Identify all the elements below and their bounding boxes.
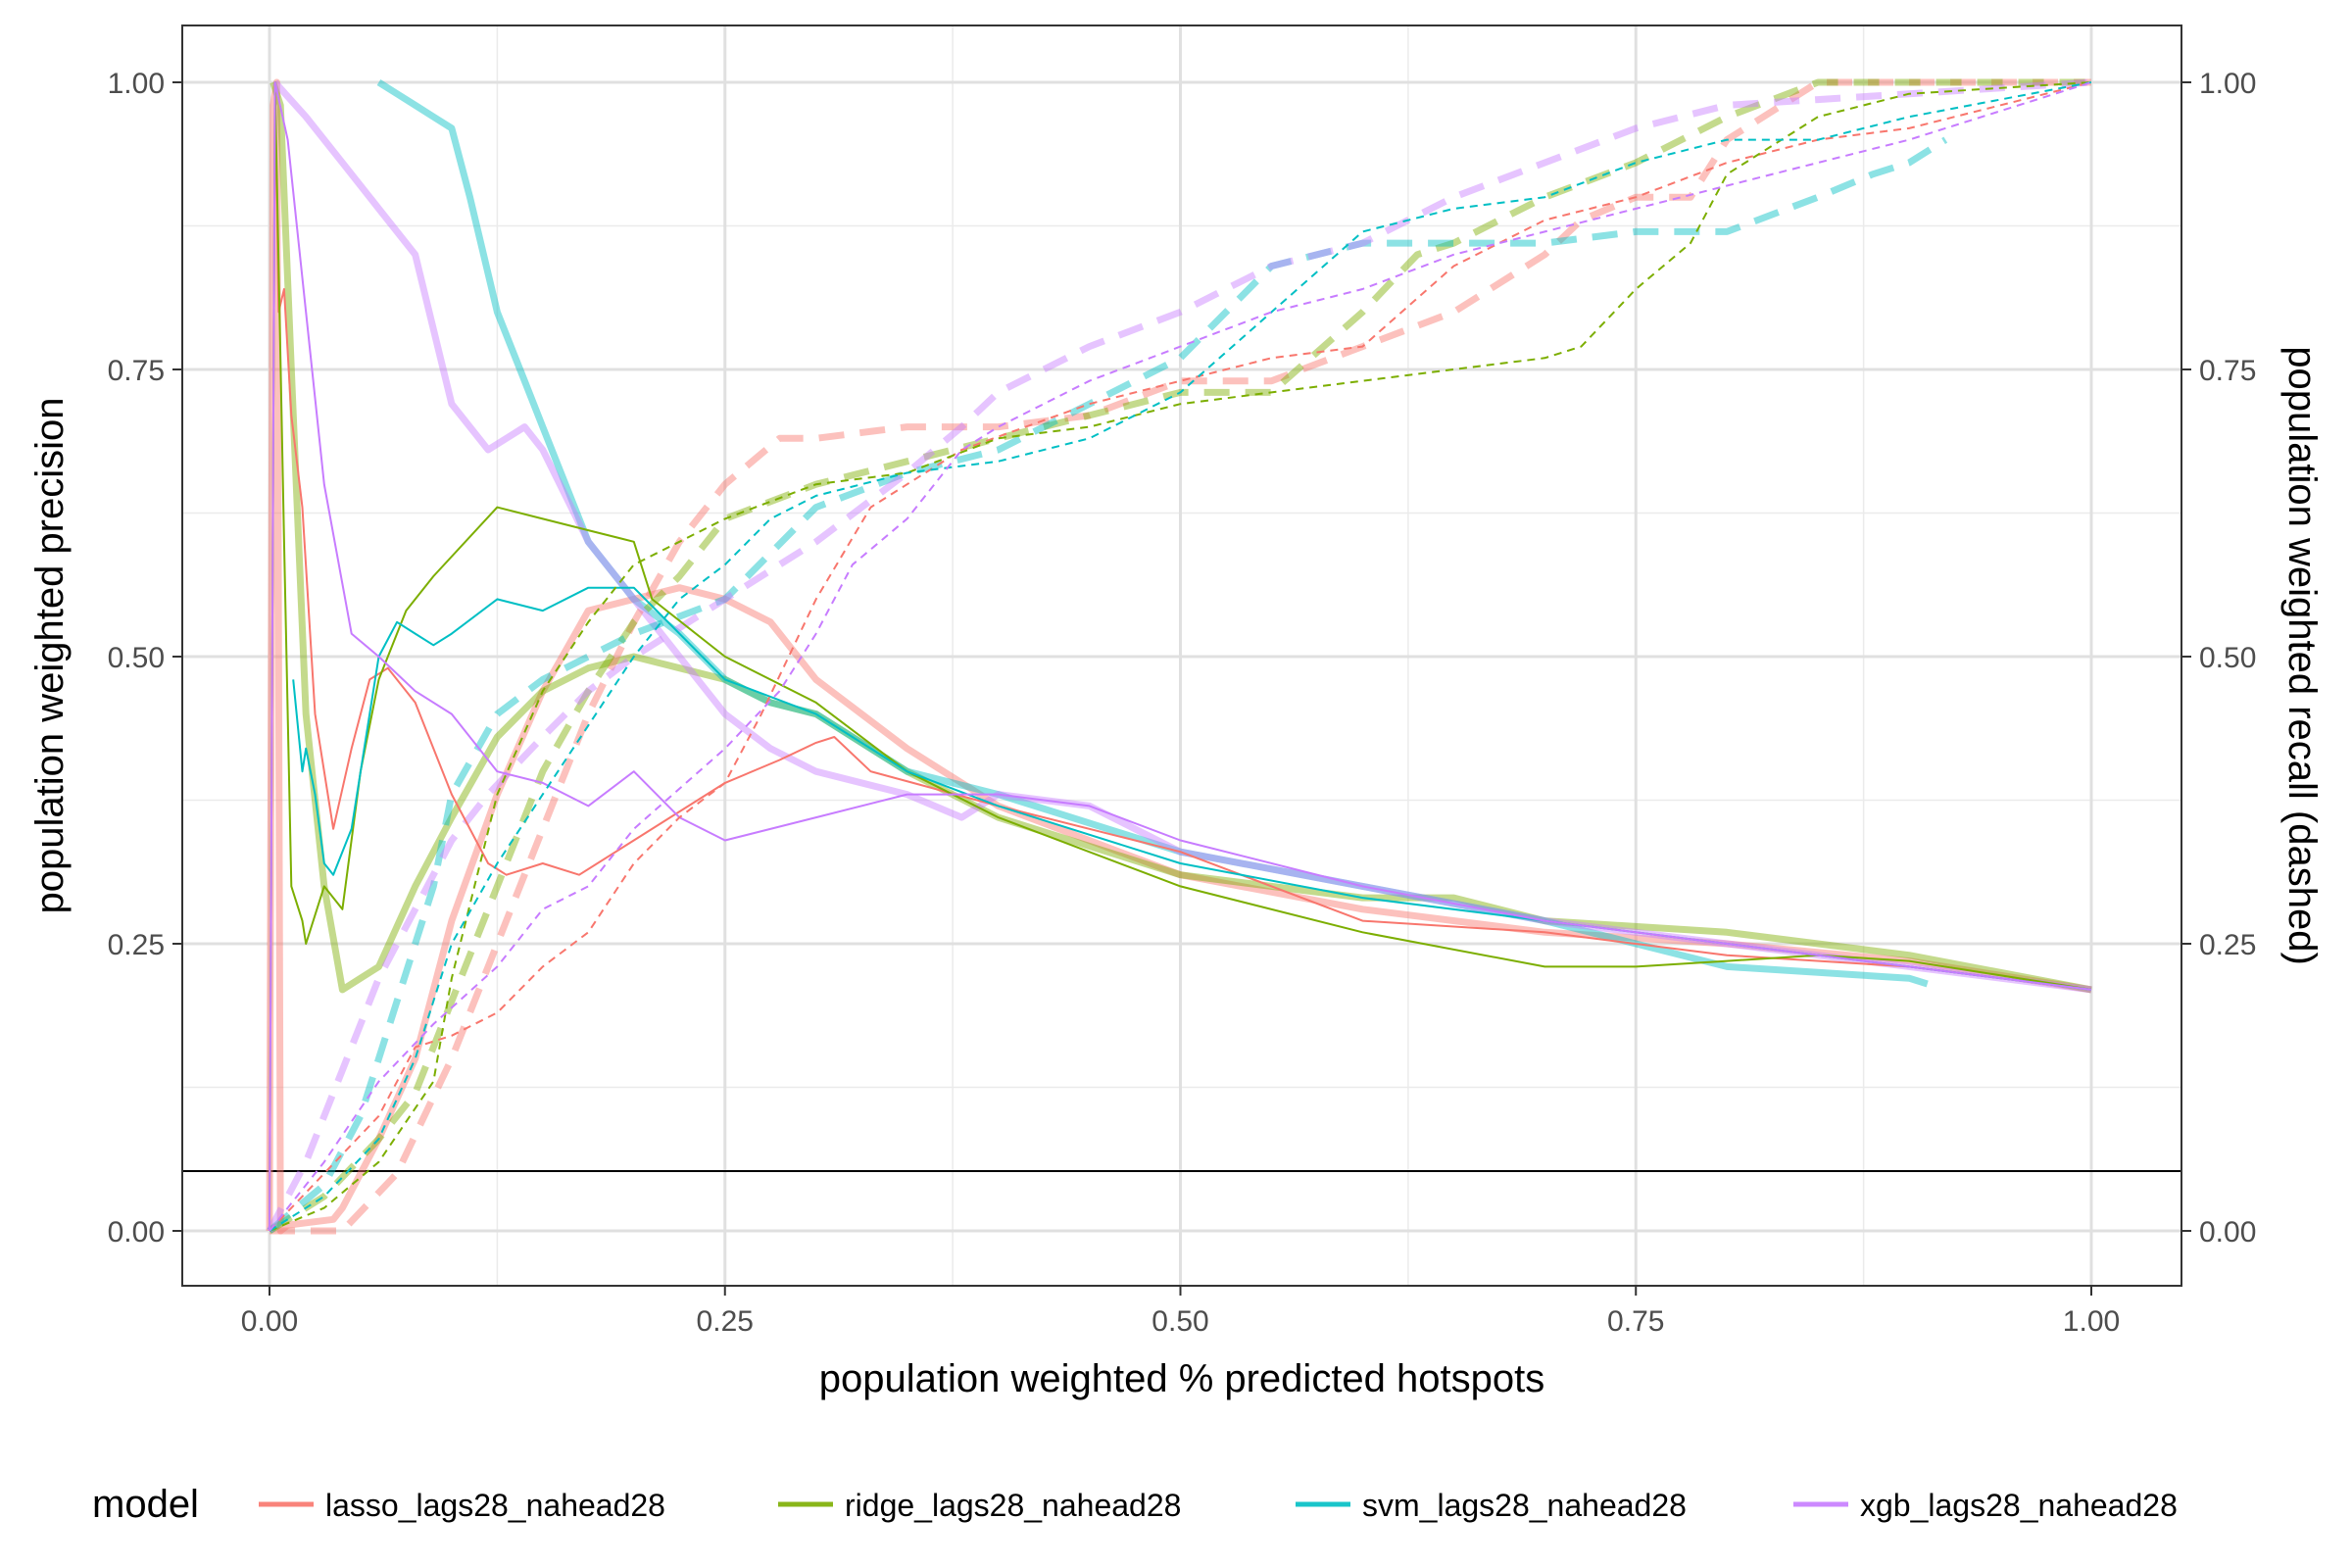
legend-label: svm_lags28_nahead28	[1362, 1488, 1687, 1523]
series-line-ridge_lags28_nahead28-recall-thin-dashed	[269, 81, 2092, 1232]
series-line-xgb_lags28_nahead28-recall-thin-dashed	[269, 81, 2092, 1232]
legend: model lasso_lags28_nahead28 ridge_lags28_…	[92, 1483, 2178, 1526]
x-tick-label: 1.00	[2063, 1305, 2120, 1338]
y-tick-label: 0.50	[108, 642, 165, 674]
series-line-lasso_lags28_nahead28-recall-thin-dashed	[269, 81, 2092, 1232]
y2-axis-title: population weighted recall (dashed)	[2280, 346, 2324, 965]
y-tick-label: 1.00	[108, 68, 165, 100]
legend-entries: lasso_lags28_nahead28 ridge_lags28_nahead…	[259, 1488, 2178, 1523]
x-axis-title: population weighted % predicted hotspots	[819, 1357, 1545, 1400]
series-line-xgb_lags28_nahead28-precision-thin-solid	[269, 81, 2092, 1232]
legend-item: xgb_lags28_nahead28	[1793, 1488, 2178, 1523]
x-tick-label: 0.75	[1607, 1305, 1664, 1338]
legend-label: ridge_lags28_nahead28	[845, 1488, 1181, 1523]
y-tick-label: 0.75	[108, 355, 165, 387]
series-line-lasso_lags28_nahead28-precision-thin-solid	[269, 81, 2092, 1232]
axes: 0.00 0.25 0.50 0.75 1.00 0.00 0.25 0.50 0.75 1.00…	[108, 68, 2257, 1338]
series-line-ridge_lags28_nahead28-precision-thin-solid	[269, 81, 2092, 1232]
legend-label: xgb_lags28_nahead28	[1860, 1488, 2178, 1523]
y-tick-label: 0.25	[108, 929, 165, 961]
legend-item: svm_lags28_nahead28	[1296, 1488, 1687, 1523]
y2-tick-label: 1.00	[2199, 68, 2256, 100]
legend-item: ridge_lags28_nahead28	[778, 1488, 1181, 1523]
legend-label: lasso_lags28_nahead28	[325, 1488, 665, 1523]
x-tick-label: 0.50	[1152, 1305, 1208, 1338]
y2-tick-label: 0.00	[2199, 1216, 2256, 1249]
series-line-xgb_lags28_nahead28-precision-thick-solid	[271, 79, 2092, 994]
y2-tick-label: 0.75	[2199, 355, 2256, 387]
series-lines	[266, 78, 2092, 1235]
series-line-svm_lags28_nahead28-recall-thin-dashed	[269, 81, 2092, 1232]
y2-tick-label: 0.50	[2199, 642, 2256, 674]
x-tick-label: 0.00	[241, 1305, 298, 1338]
legend-item: lasso_lags28_nahead28	[259, 1488, 665, 1523]
y-axis-title: population weighted precision	[28, 397, 72, 913]
y2-tick-label: 0.25	[2199, 929, 2256, 961]
legend-title: model	[92, 1483, 199, 1526]
x-tick-label: 0.25	[697, 1305, 754, 1338]
y-tick-label: 0.00	[108, 1216, 165, 1249]
series-line-svm_lags28_nahead28-precision-thin-solid	[292, 586, 2092, 991]
series-line-xgb_lags28_nahead28-recall-thick-dashed	[266, 78, 2092, 1233]
series-line-lasso_lags28_nahead28-recall-thick-dashed	[270, 78, 2091, 1235]
